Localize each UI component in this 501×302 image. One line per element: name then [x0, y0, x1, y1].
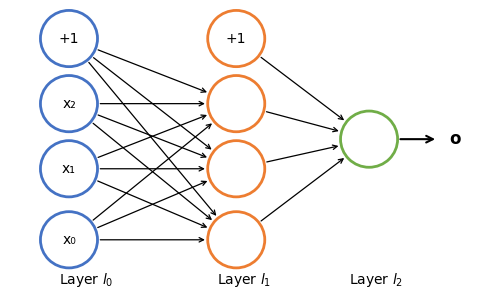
- Text: Layer $l_2$: Layer $l_2$: [349, 271, 403, 289]
- Text: x₁: x₁: [62, 162, 76, 176]
- Text: Layer $l_1$: Layer $l_1$: [216, 271, 270, 289]
- Text: +1: +1: [59, 31, 79, 46]
- Text: Layer $l_0$: Layer $l_0$: [59, 271, 113, 289]
- Text: o: o: [448, 130, 459, 148]
- Text: x₂: x₂: [62, 97, 76, 111]
- Text: x₀: x₀: [62, 233, 76, 247]
- Text: +1: +1: [225, 31, 246, 46]
